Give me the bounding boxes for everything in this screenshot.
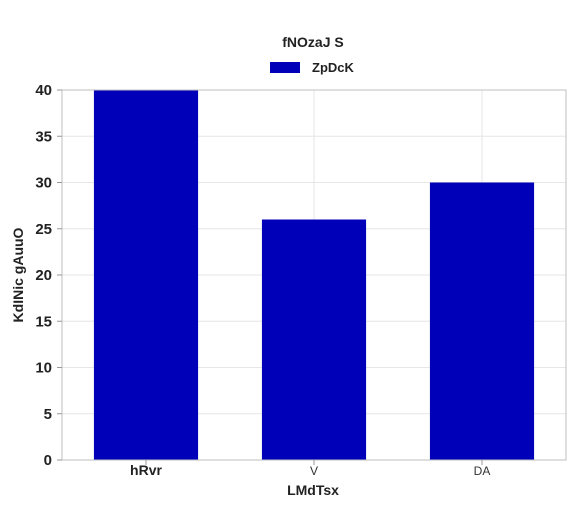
x-tick-label: V [310,464,318,478]
y-tick-label: 35 [35,128,52,145]
y-tick-label: 5 [44,406,52,423]
chart-title: fNOzaJ S [282,34,343,50]
legend-swatch [270,62,300,73]
bar-V [261,219,367,460]
x-axis-label: LMdTsx [287,482,339,498]
bar-DA [429,182,535,460]
bar-hRvr [93,90,199,460]
y-tick-label: 25 [35,221,52,238]
y-tick-label: 20 [35,267,52,284]
y-tick-label: 40 [35,82,52,99]
plot-area: 0 5 10 15 20 25 30 35 40 hRvr V DA [35,82,567,478]
y-tick-label: 30 [35,175,52,192]
x-tick-label: DA [474,464,491,478]
legend-label: ZpDcK [312,60,355,75]
y-axis-label: KdINic gAuuO [10,227,26,322]
y-tick-label: 10 [35,360,52,377]
y-tick-label: 0 [44,452,52,469]
legend: ZpDcK [270,60,355,75]
y-tick-label: 15 [35,313,52,330]
x-tick-label: hRvr [130,462,162,478]
